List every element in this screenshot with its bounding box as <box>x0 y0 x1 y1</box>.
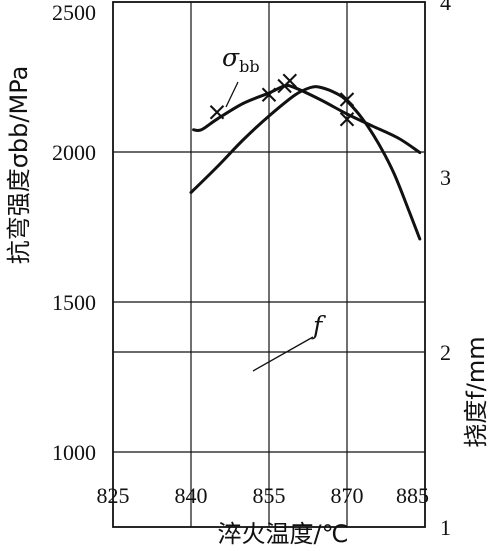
plot-frame <box>112 1 426 528</box>
series-labels: σbb f <box>222 43 326 372</box>
right-y-tick-label: 2 <box>440 340 451 365</box>
x-axis-title: 淬火温度/℃ <box>217 520 348 548</box>
x-tick-label: 825 <box>97 483 130 508</box>
x-tick-labels: 825 840 855 870 885 <box>97 483 430 508</box>
series-layer <box>189 73 422 241</box>
left-y-tick-label: 1500 <box>52 290 96 315</box>
data-point-f <box>339 112 355 127</box>
series-label-sigma: σbb <box>222 43 260 76</box>
series-line-sigma <box>189 85 422 241</box>
sigma-label-leader <box>225 81 239 108</box>
grid <box>113 2 425 527</box>
data-point-f <box>282 73 298 88</box>
data-point-f <box>261 87 277 102</box>
series-line-f <box>192 84 422 154</box>
left-y-tick-labels: 1000 1500 2000 2500 <box>52 0 96 465</box>
x-tick-label: 870 <box>331 483 364 508</box>
left-y-tick-label: 2500 <box>52 0 96 25</box>
x-tick-label: 885 <box>396 483 429 508</box>
right-y-tick-label: 3 <box>440 165 451 190</box>
right-y-axis-title: 挠度f/mm <box>462 336 490 447</box>
series-label-f: f <box>311 311 326 340</box>
data-point-sigma <box>339 92 355 107</box>
x-tick-label: 855 <box>253 483 286 508</box>
right-y-tick-label: 1 <box>440 515 451 540</box>
f-label-leader <box>252 336 314 372</box>
x-tick-label: 840 <box>175 483 208 508</box>
left-y-tick-label: 2000 <box>52 140 96 165</box>
data-point-f <box>209 105 225 120</box>
left-y-axis-title: 抗弯强度σbb/MPa <box>5 66 33 265</box>
left-y-tick-label: 1000 <box>52 440 96 465</box>
right-y-tick-label: 4 <box>440 0 451 15</box>
right-y-tick-labels: 1 2 3 4 <box>440 0 451 540</box>
